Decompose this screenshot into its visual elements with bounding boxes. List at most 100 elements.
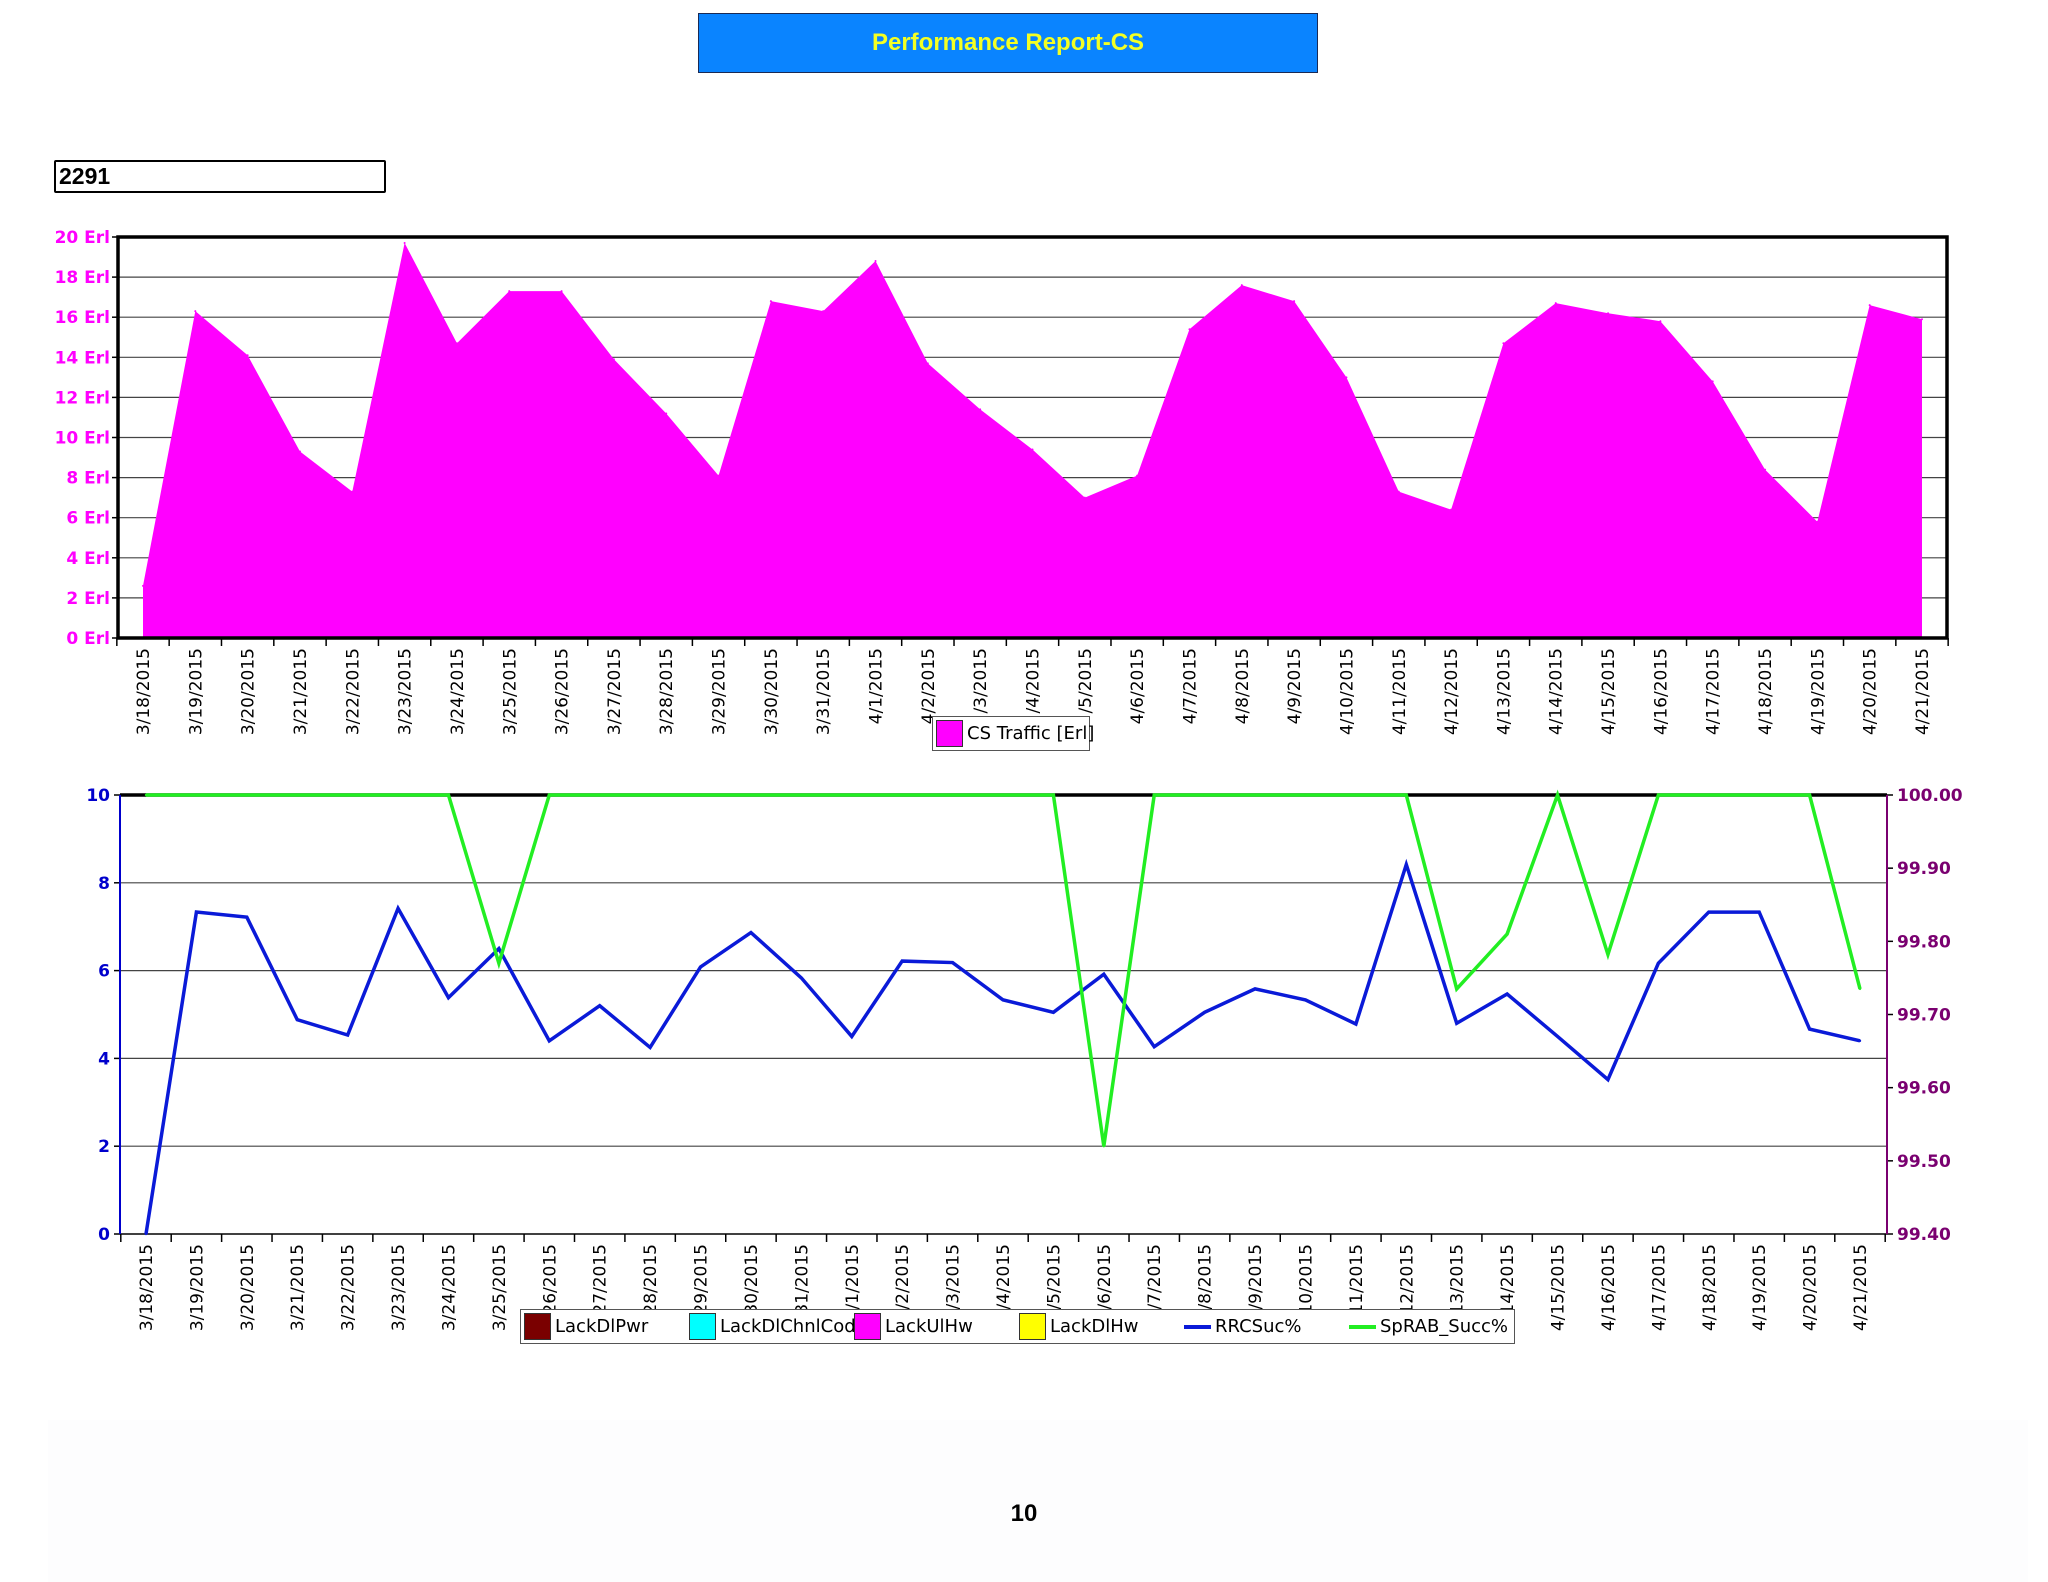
line-data-point [1757, 910, 1761, 914]
success-rate-legend: LackDlPwr LackDlChnlCode LackUlHw LackDlHw R… [520, 1309, 1515, 1344]
traffic-data-point [874, 260, 877, 263]
site-id: 2291 [59, 163, 111, 189]
right-y-tick-label: 99.90 [1897, 859, 1951, 879]
x-tick-label: 4/17/2015 [1704, 648, 1724, 735]
line-data-point [1052, 793, 1055, 797]
y-tick-label: 12 Erl [55, 388, 110, 408]
left-y-tick-label: 8 [98, 874, 110, 894]
line-data-point [1052, 1011, 1055, 1014]
traffic-data-point [1031, 448, 1034, 451]
line-data-point [800, 793, 803, 797]
line-data-point [497, 947, 501, 950]
left-y-tick-label: 4 [98, 1049, 110, 1069]
line-data-point [1505, 932, 1509, 936]
line-data-point [1001, 998, 1005, 1002]
x-tick-label: 4/15/2015 [1599, 648, 1619, 735]
line-data-point [900, 959, 904, 963]
x-tick-label: 3/25/2015 [490, 1244, 510, 1331]
line-data-point [1757, 793, 1761, 797]
line-data-point [447, 793, 450, 797]
traffic-data-point [1188, 328, 1191, 331]
x-tick-label: /9/2015 [1246, 1244, 1266, 1310]
line-data-point [195, 793, 198, 797]
line-data-point [1606, 1078, 1610, 1081]
x-tick-label: 3/20/2015 [238, 1244, 258, 1331]
traffic-data-point [1607, 312, 1610, 315]
line-data-point [1153, 1045, 1156, 1048]
line-data-point [1858, 987, 1862, 991]
legend-label: LackDlPwr [555, 1316, 649, 1337]
x-tick-label: 3/26/2015 [553, 648, 573, 735]
x-tick-label: 3/22/2015 [343, 648, 363, 735]
line-data-point [396, 793, 400, 797]
legend-label: RRCSuc% [1215, 1316, 1302, 1337]
line-data-point [1505, 992, 1509, 996]
traffic-data-point [1502, 342, 1505, 345]
left-y-tick-label: 6 [98, 962, 110, 982]
legend-line-key [1184, 1324, 1211, 1329]
x-tick-label: 3/23/2015 [396, 648, 416, 735]
x-tick-label: 4/9/2015 [1285, 648, 1305, 724]
traffic-data-point [1240, 284, 1243, 287]
line-data-point [144, 1232, 148, 1236]
legend-label: CS Traffic [Erl] [967, 723, 1095, 744]
line-data-point [1556, 793, 1559, 797]
line-data-point [245, 793, 249, 797]
x-tick-label: 4/2/2015 [919, 648, 939, 724]
traffic-data-point [142, 584, 144, 587]
x-tick-label: 3/23/2015 [389, 1244, 409, 1331]
line-data-point [1253, 987, 1257, 991]
line-data-point [951, 961, 954, 964]
line-data-point [1707, 793, 1710, 797]
x-tick-label: 3/18/2015 [137, 1244, 157, 1331]
x-tick-label: /1/2015 [843, 1244, 863, 1310]
x-tick-label: 3/19/2015 [187, 1244, 207, 1331]
y-tick-label: 10 Erl [55, 429, 110, 449]
x-tick-label: 3/27/2015 [605, 648, 625, 735]
x-tick-label: 4/20/2015 [1801, 1244, 1821, 1331]
line-data-point [749, 793, 753, 797]
legend-swatch [854, 1313, 881, 1340]
traffic-data-point [1293, 300, 1296, 303]
x-tick-label: 3/21/2015 [291, 648, 311, 735]
left-y-tick-label: 2 [98, 1137, 110, 1157]
x-tick-label: 3/31/2015 [814, 648, 834, 735]
traffic-data-point [1136, 474, 1139, 477]
line-data-point [346, 1033, 349, 1037]
line-data-point [346, 793, 349, 797]
line-data-point [1455, 987, 1458, 991]
line-data-point [1354, 793, 1358, 797]
x-tick-label: /6/2015 [1095, 1244, 1115, 1310]
x-tick-label: /4/2015 [994, 1244, 1014, 1310]
report-title: Performance Report-CS [871, 29, 1145, 56]
line-data-point [195, 910, 198, 914]
x-tick-label: 4/21/2015 [1913, 648, 1933, 735]
line-data-point [1657, 962, 1660, 965]
legend-swatch [936, 720, 963, 747]
x-tick-label: /5/2015 [1044, 1244, 1064, 1310]
legend-item-cs-traffic: CS Traffic [Erl] [936, 717, 1094, 750]
traffic-data-point [1764, 468, 1767, 471]
right-y-tick-label: 100.00 [1897, 786, 1963, 806]
x-tick-label: 4/15/2015 [1549, 1244, 1569, 1331]
x-tick-label: 4/8/2015 [1233, 648, 1253, 724]
line-data-point [1354, 1022, 1358, 1026]
line-data-point [1304, 998, 1307, 1002]
right-y-tick-label: 99.70 [1897, 1006, 1951, 1026]
traffic-data-point [1554, 302, 1557, 305]
y-tick-label: 8 Erl [66, 469, 110, 489]
page-footer-area [48, 1420, 2028, 1582]
x-tick-label: 13/2015 [1448, 1244, 1468, 1315]
line-data-point [1001, 793, 1005, 797]
traffic-data-point [1345, 376, 1348, 379]
traffic-data-point [1711, 380, 1714, 383]
line-data-point [1808, 793, 1811, 797]
legend-label: LackUlHw [885, 1316, 973, 1337]
line-data-point [296, 793, 299, 797]
traffic-data-point [1450, 508, 1453, 511]
x-tick-label: /3/2015 [971, 648, 991, 714]
x-tick-label: 28/2015 [641, 1244, 661, 1315]
line-data-point [699, 965, 702, 969]
x-tick-label: 4/16/2015 [1651, 648, 1671, 735]
x-tick-label: 10/2015 [1296, 1244, 1316, 1315]
